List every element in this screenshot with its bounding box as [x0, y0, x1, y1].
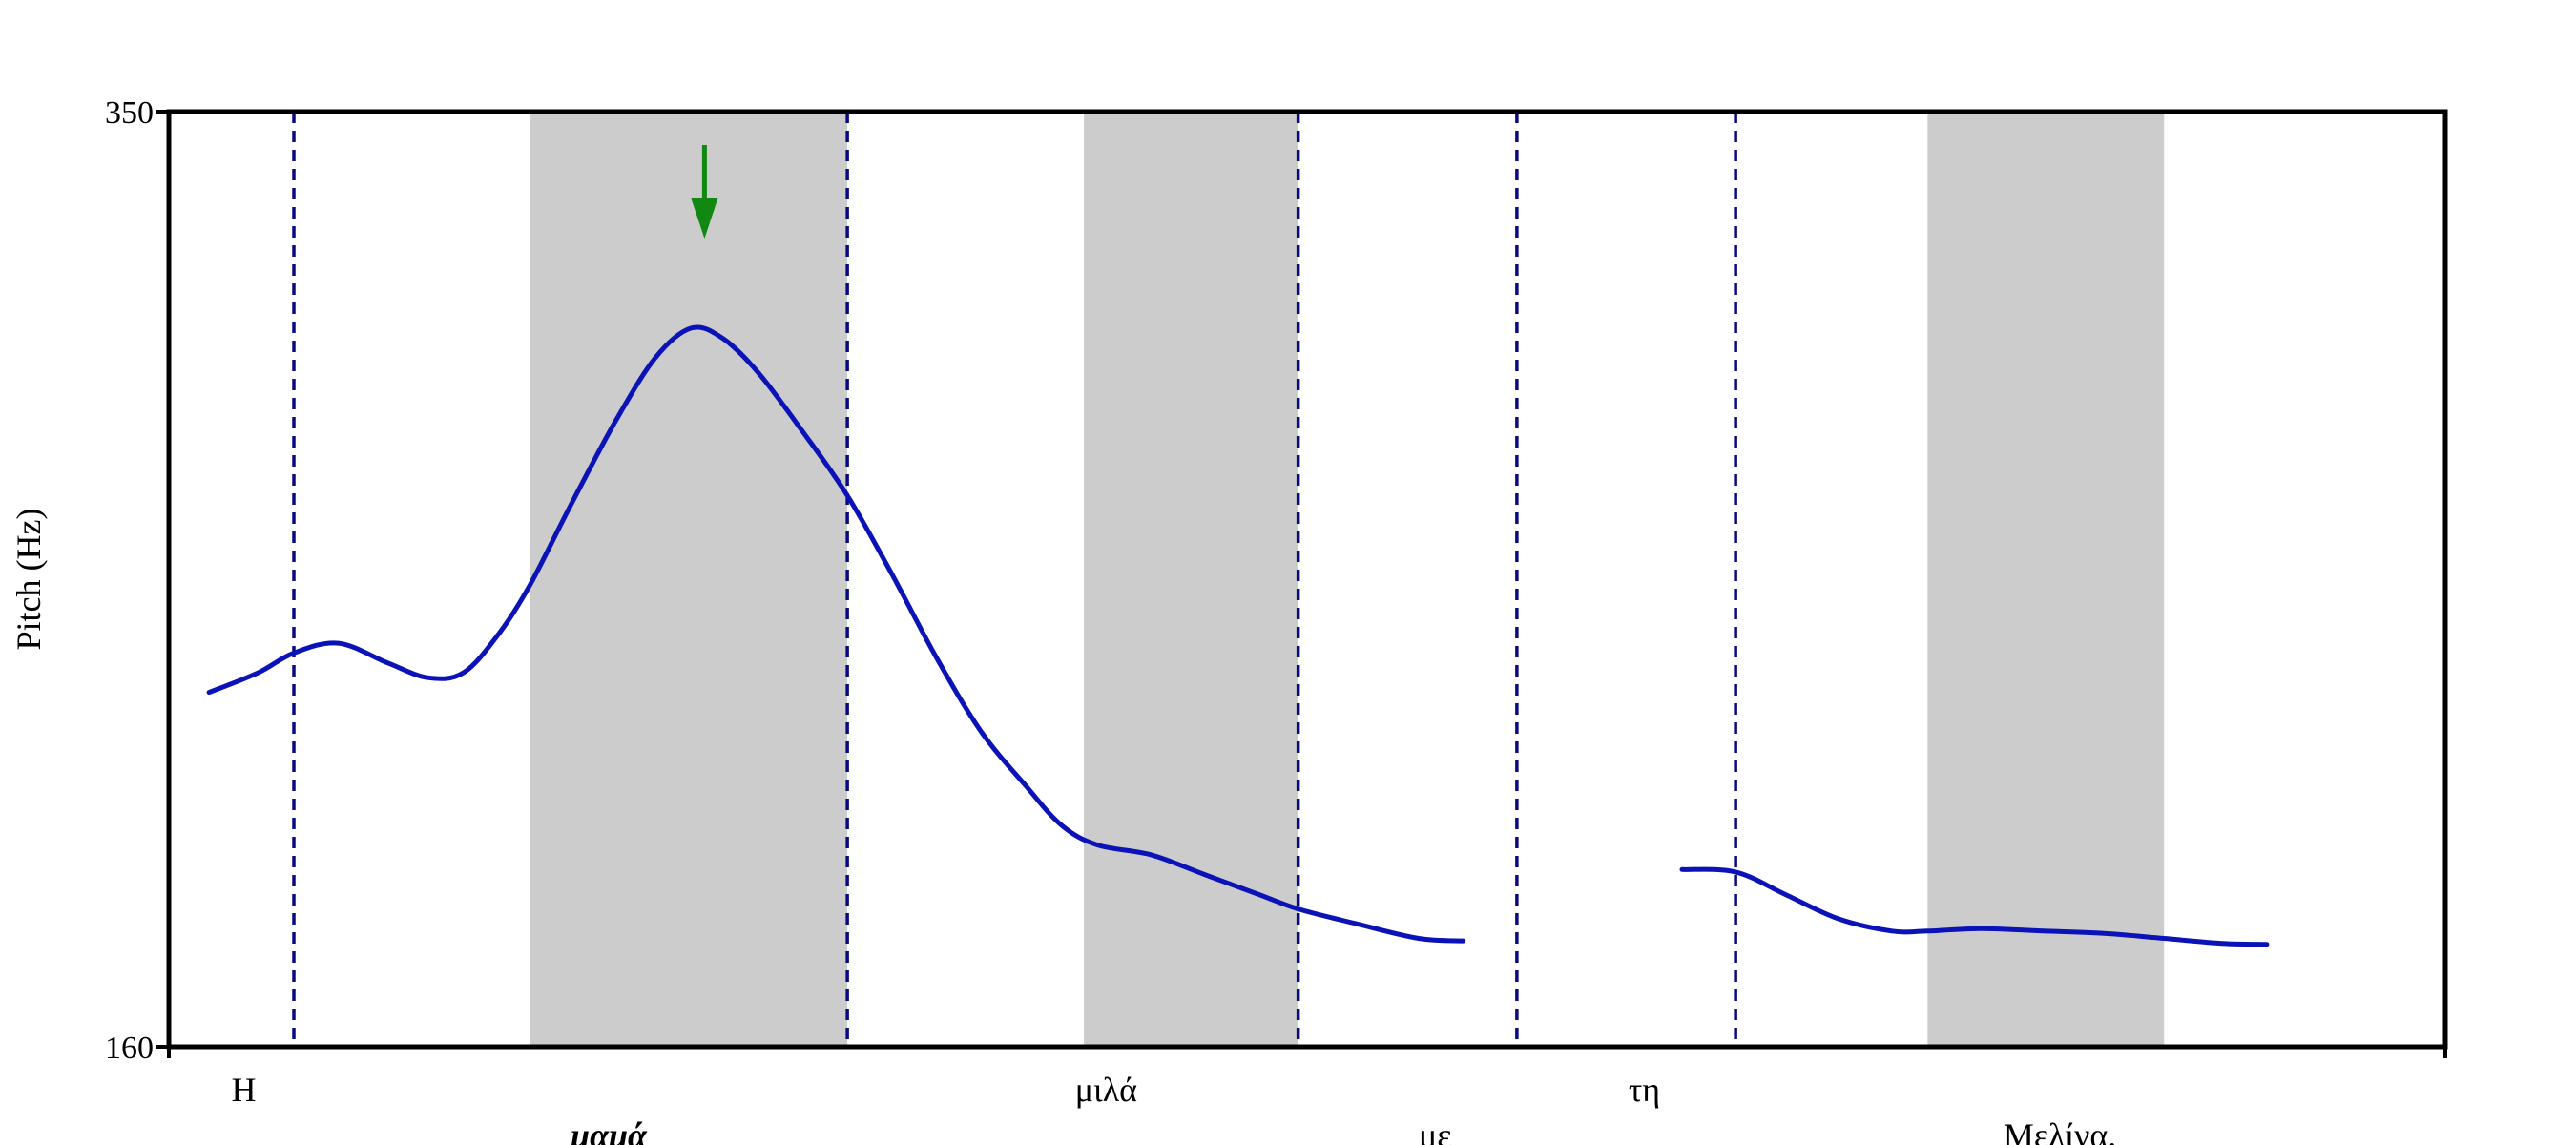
- word-label: μιλά: [1075, 1071, 1137, 1109]
- arrow-head: [691, 198, 718, 239]
- word-label: Μελίνα.: [2004, 1116, 2116, 1145]
- word-boundaries: [292, 112, 1737, 1047]
- stressed-syllable-band: [1927, 112, 2165, 1047]
- peak-arrow-icon: [691, 145, 718, 239]
- word-label: με: [1419, 1116, 1451, 1145]
- y-tick-label: 350: [105, 95, 154, 131]
- x-axis-ticks: [167, 1047, 2447, 1058]
- stressed-syllable-band: [1084, 112, 1298, 1047]
- y-axis: 160 350: [105, 95, 169, 1066]
- y-axis-label: Pitch (Hz): [10, 509, 48, 651]
- pitch-contour: [206, 324, 2270, 947]
- y-tick-label: 160: [105, 1030, 154, 1066]
- stressed-syllable-shading: [530, 112, 2165, 1047]
- plot-frame: [166, 109, 2448, 1050]
- pitch-line: [1679, 866, 2270, 947]
- stressed-syllable-band: [530, 112, 848, 1047]
- word-label: τη: [1629, 1071, 1660, 1109]
- pitch-line: [206, 324, 1466, 944]
- word-label: Η: [231, 1071, 256, 1109]
- word-label: μαμά: [569, 1116, 648, 1145]
